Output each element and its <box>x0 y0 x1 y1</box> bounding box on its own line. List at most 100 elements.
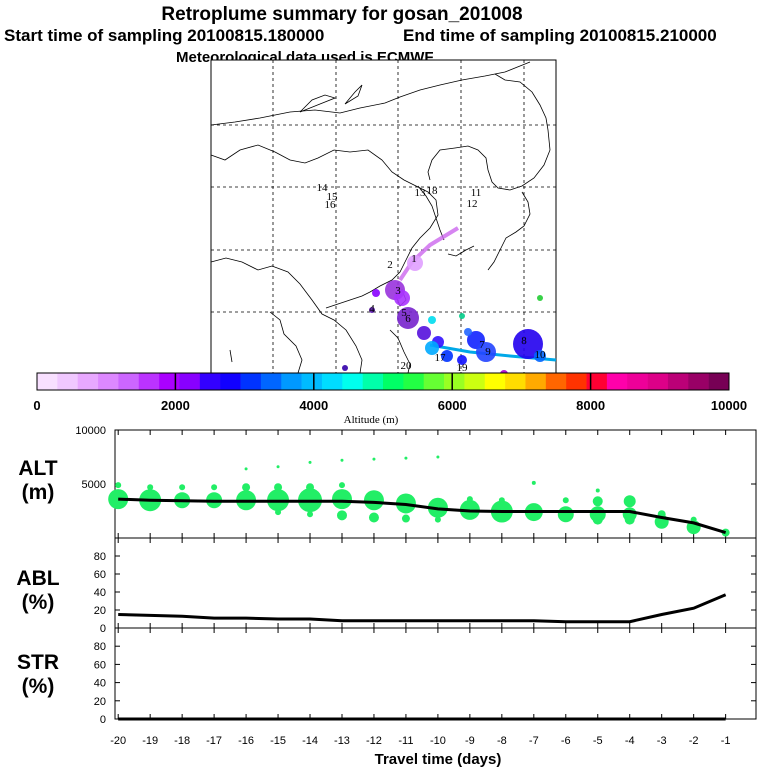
series-line <box>118 497 727 535</box>
alt-bubble <box>368 512 379 523</box>
day-label: 14 <box>317 182 329 194</box>
colorbar-swatch <box>57 373 79 390</box>
colorbar-swatch <box>301 373 323 390</box>
alt-bubble <box>498 497 505 504</box>
y-tick-label: 10000 <box>75 425 106 437</box>
x-tick-label: -20 <box>110 735 126 747</box>
colorbar-tick-label: 0 <box>33 398 40 413</box>
colorbar-swatch <box>627 373 648 390</box>
coastline <box>269 311 303 374</box>
alt-bubble <box>211 484 218 491</box>
coastline <box>447 245 475 257</box>
alt-bubble <box>372 457 376 461</box>
plume-marker <box>372 289 380 297</box>
alt-bubble <box>404 456 408 460</box>
plume-marker <box>394 290 410 306</box>
plume-marker <box>537 295 543 301</box>
day-label: 1 <box>411 253 417 265</box>
colorbar-swatch <box>647 373 669 390</box>
plume-marker <box>428 316 436 324</box>
x-tick-label: -17 <box>206 735 222 747</box>
alt-bubble <box>275 509 282 516</box>
colorbar-tick-label: 10000 <box>711 398 747 413</box>
y-tick-label: 0 <box>100 714 106 726</box>
x-tick-label: -11 <box>398 735 413 747</box>
colorbar-swatch <box>525 373 547 390</box>
colorbar-swatch <box>260 373 282 390</box>
day-label: 9 <box>485 346 491 358</box>
alt-bubble <box>624 514 635 525</box>
x-tick-label: -4 <box>625 735 635 747</box>
y-tick-label: 40 <box>94 587 106 599</box>
x-tick-label: -14 <box>302 735 318 747</box>
alt-bubble <box>623 495 636 508</box>
colorbar-swatch <box>586 373 608 390</box>
colorbar-swatch <box>383 373 404 390</box>
colorbar-tick-label: 6000 <box>438 398 467 413</box>
colorbar-frame <box>36 372 730 391</box>
colorbar-swatch <box>423 373 445 390</box>
start-time-label: Start time of sampling 20100815.180000 <box>4 26 324 45</box>
alt-bubble <box>557 506 574 523</box>
day-label: 2 <box>387 259 393 271</box>
colorbar-swatch <box>606 373 628 390</box>
colorbar-swatch <box>464 373 486 390</box>
str-panel-unit: (%) <box>22 675 55 698</box>
colorbar-swatch <box>179 373 201 390</box>
plume-marker <box>513 329 543 359</box>
plume-marker <box>464 328 472 336</box>
day-label: 7 <box>479 339 485 351</box>
colorbar-swatch <box>37 373 58 390</box>
alt-bubble <box>434 516 441 523</box>
colorbar-tick-label: 4000 <box>299 398 328 413</box>
x-tick-label: -15 <box>270 735 286 747</box>
x-axis-label: Travel time (days) <box>375 751 502 768</box>
colorbar: 0 2000 4000 6000 8000 10000 <box>33 372 747 413</box>
coastline <box>344 84 363 105</box>
alt-bubble <box>179 484 186 491</box>
coastline <box>210 257 363 374</box>
coastline <box>487 191 531 271</box>
alt-bubble <box>562 497 569 504</box>
alt-bubble <box>595 488 600 493</box>
abl-panel-label: ABL <box>16 567 59 590</box>
x-tick-label: -3 <box>657 735 667 747</box>
day-label: 6 <box>405 313 411 325</box>
plume-marker <box>441 350 453 362</box>
alt-bubble <box>331 489 352 510</box>
alt-bubble <box>276 465 280 469</box>
time-series-panels: 5000 10000 0 20 40 60 80 0 20 40 60 80 -20 -19 -18 -17 -… <box>75 425 757 747</box>
plume-marker <box>425 341 439 355</box>
colorbar-swatch <box>342 373 363 390</box>
colorbar-swatch <box>484 373 506 390</box>
y-tick-label: 20 <box>94 605 106 617</box>
colorbar-swatch <box>199 373 221 390</box>
x-tick-label: -2 <box>689 735 699 747</box>
coastline <box>229 349 233 363</box>
colorbar-swatch <box>220 373 241 390</box>
day-label: 13 <box>415 187 427 199</box>
plume-marker <box>369 307 375 313</box>
plume-marker <box>459 313 465 319</box>
alt-bubble <box>306 483 315 492</box>
map-frame <box>210 59 557 374</box>
plume-markers <box>342 226 557 378</box>
x-tick-label: -8 <box>497 735 507 747</box>
y-tick-label: 40 <box>94 678 106 690</box>
plume-path <box>398 226 460 282</box>
figure-title: Retroplume summary for gosan_201008 <box>161 4 522 25</box>
x-tick-label: -16 <box>238 735 254 747</box>
day-label: 19 <box>457 362 469 374</box>
day-label: 8 <box>521 335 527 347</box>
y-tick-label: 80 <box>94 551 106 563</box>
coastline <box>427 73 551 191</box>
colorbar-swatch <box>545 373 567 390</box>
x-tick-label: -9 <box>465 735 475 747</box>
colorbar-swatch <box>98 373 119 390</box>
alt-bubble <box>592 496 603 507</box>
panel-frame <box>114 627 757 720</box>
day-label: 5 <box>401 307 407 319</box>
colorbar-swatch <box>444 373 465 390</box>
plume-marker <box>534 350 546 362</box>
x-tick-label: -19 <box>142 735 158 747</box>
